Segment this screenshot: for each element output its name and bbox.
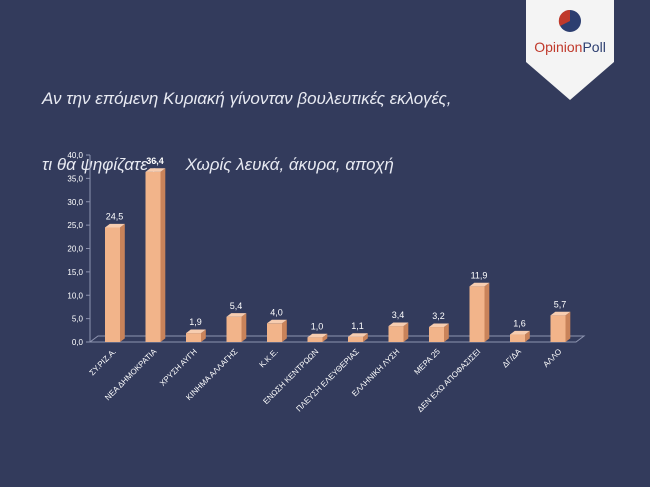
bar-side [241, 313, 247, 342]
bar-top [145, 168, 166, 172]
bar-top [510, 330, 530, 335]
brand-name-part1: Opinion [534, 39, 582, 55]
bar-side [484, 282, 490, 342]
bar [267, 319, 287, 342]
bar-value-label: 5,7 [554, 299, 567, 309]
bar-front [267, 323, 282, 342]
bar-front [510, 334, 525, 342]
brand-name-part2: Poll [582, 39, 605, 55]
y-tick-label: 30,0 [67, 198, 83, 207]
x-category-label: Κ.Κ.Ε. [258, 347, 280, 369]
x-category-label: ΧΡΥΣΗ ΑΥΓΗ [158, 347, 199, 388]
bar-value-label: 11,9 [471, 270, 488, 280]
bar-front [145, 171, 161, 342]
bar-value-label: 36,4 [146, 156, 164, 166]
svg-text:OpinionPoll: OpinionPoll [534, 39, 606, 55]
x-category-label: ΑΛΛΟ [541, 347, 563, 369]
bar-top [348, 333, 368, 337]
bar-value-label: 3,4 [392, 310, 405, 320]
bar-side [444, 323, 449, 342]
bar [469, 282, 490, 342]
bar [226, 313, 247, 342]
bar-front [307, 337, 323, 342]
chart-floor [88, 335, 586, 343]
bar-top [226, 313, 247, 317]
bar [388, 322, 409, 342]
opinionpoll-logo-icon [558, 9, 581, 32]
y-tick-label: 35,0 [67, 174, 83, 183]
bar-front [226, 316, 242, 342]
bar-top [388, 322, 409, 327]
bar-value-label: 5,4 [230, 301, 243, 311]
bar-side [282, 319, 287, 342]
y-tick-label: 15,0 [67, 268, 83, 277]
bar-front [429, 327, 444, 342]
y-tick-label: 20,0 [67, 245, 83, 254]
bar-value-label: 4,0 [270, 307, 283, 317]
y-tick-label: 5,0 [72, 315, 84, 324]
bar [348, 333, 368, 342]
bar-side [565, 311, 571, 342]
bar-value-label: 1,1 [351, 321, 364, 331]
bar [510, 330, 530, 342]
bar-front [186, 333, 201, 342]
bar-front [348, 336, 363, 342]
title-line-1: Αν την επόμενη Κυριακή γίνονταν βουλευτι… [42, 89, 452, 108]
bar-side [120, 223, 125, 342]
bar-value-label: 1,6 [513, 319, 526, 329]
bar-value-label: 3,2 [432, 311, 445, 321]
bar [429, 323, 449, 342]
bar-top [105, 223, 125, 228]
bar-side [403, 322, 409, 342]
bar [145, 168, 166, 342]
y-tick-label: 40,0 [67, 151, 83, 160]
bar-value-label: 1,0 [311, 321, 324, 331]
y-tick-label: 25,0 [67, 221, 83, 230]
bar [307, 333, 328, 342]
bar-value-label: 1,9 [189, 317, 202, 327]
bar [105, 223, 125, 342]
y-tick-label: 10,0 [67, 291, 83, 300]
bar-side [160, 168, 166, 342]
bar-top [469, 282, 490, 287]
opinionpoll-logo-badge: OpinionPoll [526, 0, 614, 100]
bar-side [363, 333, 368, 342]
bar-top [550, 311, 571, 316]
title-line-2: τι θα ψηφίζατε ; Χωρίς λευκά, άκυρα, απο… [42, 155, 394, 174]
bar-top [429, 323, 449, 328]
bar-side [525, 330, 530, 342]
bar-front [469, 286, 485, 342]
bar-side [322, 333, 328, 342]
bar-front [550, 315, 566, 342]
bar-top [267, 319, 287, 324]
x-category-label: ΣΥ.ΡΙΖ.Α. [88, 347, 118, 377]
bar-value-label: 24,5 [106, 211, 124, 221]
bar-front [105, 227, 120, 342]
bar-top [307, 333, 328, 338]
x-category-label: ΔΓ/ΔΑ [501, 347, 524, 370]
chart-title: Αν την επόμενη Κυριακή γίνονταν βουλευτι… [42, 44, 451, 198]
bar-side [201, 329, 206, 342]
bar-top [186, 329, 206, 334]
x-category-label: ΜΕΡΑ 25 [412, 347, 442, 377]
bar [186, 329, 206, 342]
bar [550, 311, 571, 342]
bar-front [388, 326, 404, 342]
y-tick-label: 0,0 [72, 338, 84, 347]
